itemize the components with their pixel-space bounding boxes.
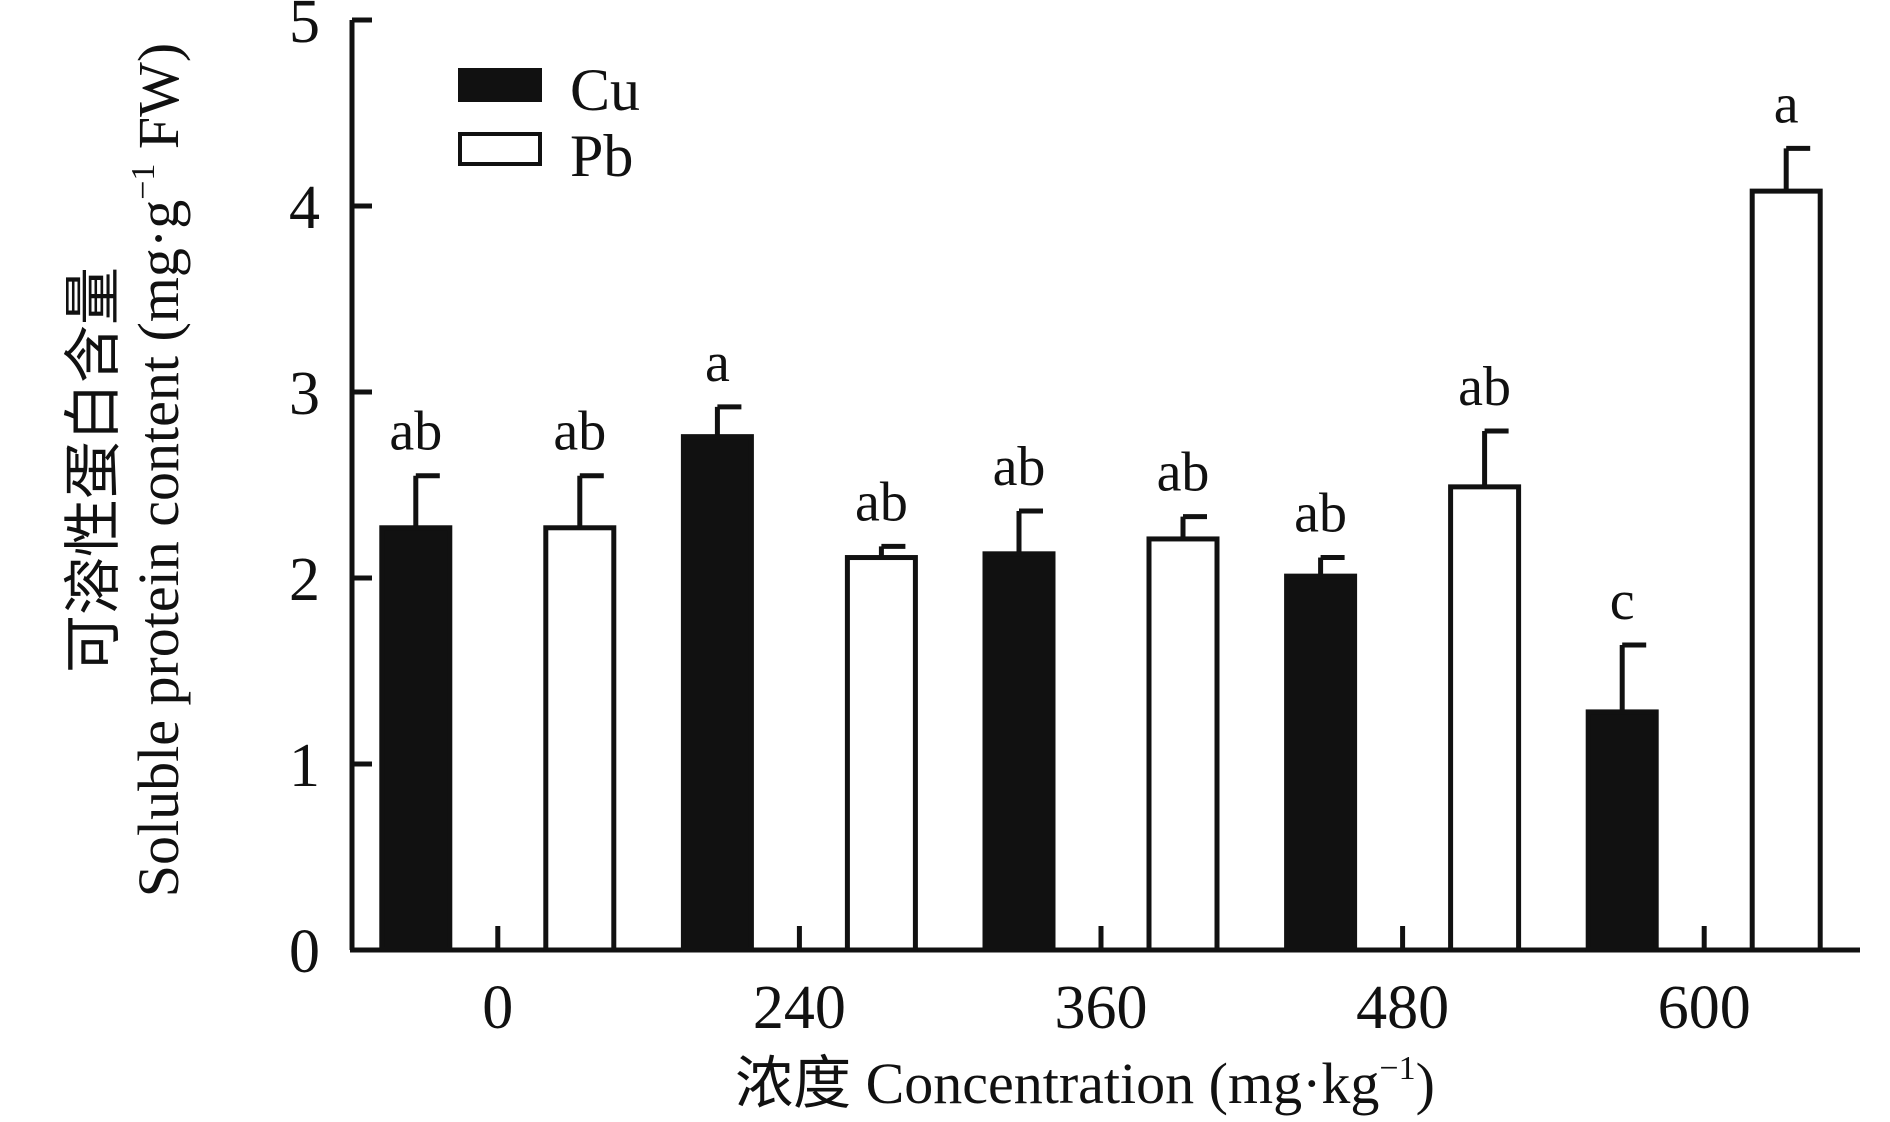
bar-cu <box>379 525 453 953</box>
significance-label-cu: c <box>1610 570 1635 632</box>
y-axis-title-sup: −1 <box>125 164 162 200</box>
y-axis-title-line1: 可溶性蛋白含量 <box>61 267 126 673</box>
x-axis-title-sup: −1 <box>1379 1050 1415 1087</box>
x-axis-title: 浓度 Concentration (mg·kg−1) <box>735 1050 1435 1116</box>
y-axis-title-line2: Soluble protein content (mg·g−1 FW) <box>125 43 191 898</box>
x-tick-label: 240 <box>753 974 846 1042</box>
legend-label-cu: Cu <box>570 57 640 123</box>
x-axis-title-text: 浓度 Concentration (mg·kg <box>735 1051 1379 1116</box>
significance-label-pb: ab <box>553 401 606 463</box>
y-axis-title-text: Soluble protein content (mg·g <box>126 200 191 897</box>
x-tick-label: 360 <box>1055 974 1148 1042</box>
bar-pb <box>543 525 617 953</box>
legend: Cu Pb <box>458 57 640 189</box>
bar-pb <box>1448 484 1522 953</box>
legend-label-pb: Pb <box>570 123 633 189</box>
significance-label-pb: a <box>1774 73 1799 135</box>
significance-label-pb: ab <box>1458 356 1511 418</box>
y-tick-label: 3 <box>289 360 320 428</box>
bar-cu <box>1284 573 1358 953</box>
bar-cu <box>680 434 754 953</box>
y-tick-label: 2 <box>289 546 320 614</box>
x-tick-label: 0 <box>482 974 513 1042</box>
significance-label-cu: ab <box>993 436 1046 498</box>
y-axis-title: 可溶性蛋白含量 Soluble protein content (mg·g−1 … <box>61 43 191 898</box>
significance-label-pb: ab <box>1157 442 1210 504</box>
bar-pb <box>844 555 918 953</box>
legend-swatch-cu <box>458 68 542 102</box>
x-tick-label: 600 <box>1658 974 1751 1042</box>
y-tick-label: 0 <box>289 918 320 986</box>
y-axis-title-tail: FW) <box>126 43 191 164</box>
x-axis-title-tail: ) <box>1416 1051 1435 1116</box>
y-tick-label: 5 <box>289 0 320 56</box>
x-tick-label: 480 <box>1356 974 1449 1042</box>
significance-label-cu: a <box>705 332 730 394</box>
bar-cu <box>1585 709 1659 953</box>
plot-area: 0 1 2 3 4 5 0 ab ab 240 a ab 360 ab ab 480 ab ab 600 c a <box>289 0 1860 1042</box>
significance-label-cu: ab <box>1294 483 1347 545</box>
y-tick-label: 1 <box>289 732 320 800</box>
bar-pb <box>1146 536 1220 953</box>
y-tick-label: 4 <box>289 174 320 242</box>
bar-cu <box>982 551 1056 953</box>
legend-swatch-pb <box>458 132 542 166</box>
significance-label-cu: ab <box>389 401 442 463</box>
bar-pb <box>1749 188 1823 953</box>
significance-label-pb: ab <box>855 471 908 533</box>
